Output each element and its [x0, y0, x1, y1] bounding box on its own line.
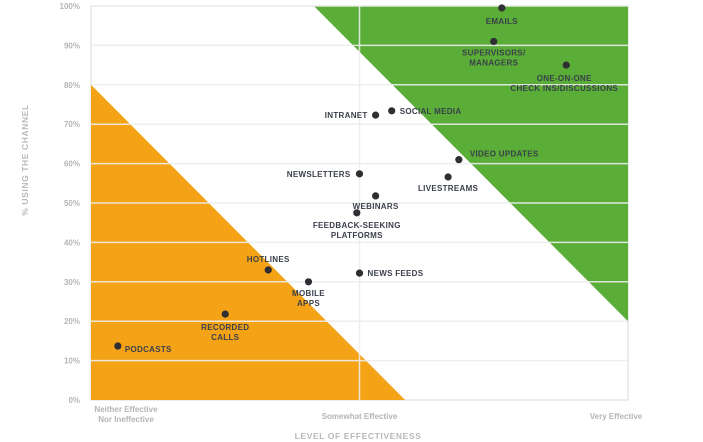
data-point: HOTLINES — [247, 255, 290, 274]
y-tick-label: 80% — [64, 81, 80, 90]
y-tick-label: 40% — [64, 238, 80, 247]
point-marker — [372, 192, 380, 200]
data-point: NEWS FEEDS — [355, 269, 424, 278]
point-marker — [562, 61, 570, 69]
point-marker — [444, 173, 452, 181]
point-label: ONE-ON-ONE CHECK INS/DISCUSSIONS — [510, 74, 618, 93]
y-tick-label: 10% — [64, 357, 80, 366]
point-label: NEWSLETTERS — [287, 170, 351, 179]
data-point: RECORDED CALLS — [201, 310, 249, 342]
point-label: SUPERVISORS/MANAGERS — [462, 48, 526, 67]
point-marker — [455, 156, 463, 164]
point-marker — [355, 269, 364, 277]
x-axis-title: LEVEL OF EFFECTIVENESS — [295, 431, 422, 441]
point-label: INTRANET — [325, 111, 368, 120]
data-point: EMAILS — [486, 4, 518, 26]
data-point: SUPERVISORS/MANAGERS — [462, 37, 526, 67]
y-tick-label: 0% — [68, 396, 80, 405]
data-point: VIDEO UPDATES — [455, 150, 539, 164]
data-point: ONE-ON-ONE CHECK INS/DISCUSSIONS — [510, 61, 618, 93]
point-marker — [355, 170, 364, 178]
y-tick-label: 60% — [64, 160, 80, 169]
y-tick-label: 70% — [64, 120, 80, 129]
data-point: LIVESTREAMS — [418, 173, 479, 193]
point-label: HOTLINES — [247, 255, 290, 264]
point-label: NEWS FEEDS — [368, 269, 424, 278]
point-marker — [114, 342, 122, 350]
y-tick-label: 50% — [64, 199, 80, 208]
point-label: RECORDED CALLS — [201, 323, 249, 342]
data-point: MOBILE APPS — [292, 278, 325, 308]
point-label: MOBILE APPS — [292, 289, 325, 308]
point-label: LIVESTREAMS — [418, 184, 479, 193]
point-marker — [388, 107, 396, 115]
point-marker — [304, 278, 313, 286]
x-tick-label: Somewhat Effective — [322, 412, 398, 421]
point-marker — [498, 4, 506, 12]
y-tick-label: 90% — [64, 41, 80, 50]
point-label: SOCIAL MEDIA — [400, 107, 462, 116]
y-axis-title: % USING THE CHANNEL — [20, 104, 30, 216]
point-label: VIDEO UPDATES — [470, 150, 539, 159]
point-marker — [372, 111, 380, 119]
data-point: PODCASTS — [114, 342, 172, 354]
point-marker — [264, 266, 272, 274]
y-tick-label: 20% — [64, 317, 80, 326]
point-marker — [490, 37, 498, 46]
point-marker — [353, 209, 361, 217]
data-point: NEWSLETTERS — [287, 170, 364, 179]
point-marker — [221, 310, 229, 318]
y-tick-label: 100% — [60, 2, 80, 11]
point-label: EMAILS — [486, 17, 518, 26]
point-label: WEBINARS — [353, 202, 399, 211]
data-point: WEBINARS — [353, 192, 399, 211]
y-tick-label: 30% — [64, 278, 80, 287]
point-label: FEEDBACK-SEEKING PLATFORMS — [313, 221, 401, 240]
data-point: INTRANET — [325, 111, 380, 120]
x-tick-label: Neither Effective Nor Ineffective — [94, 405, 158, 424]
x-tick-label: Very Effective — [590, 412, 643, 421]
data-point: SOCIAL MEDIA — [388, 107, 461, 116]
data-point: FEEDBACK-SEEKING PLATFORMS — [313, 209, 401, 240]
point-label: PODCASTS — [125, 345, 172, 354]
